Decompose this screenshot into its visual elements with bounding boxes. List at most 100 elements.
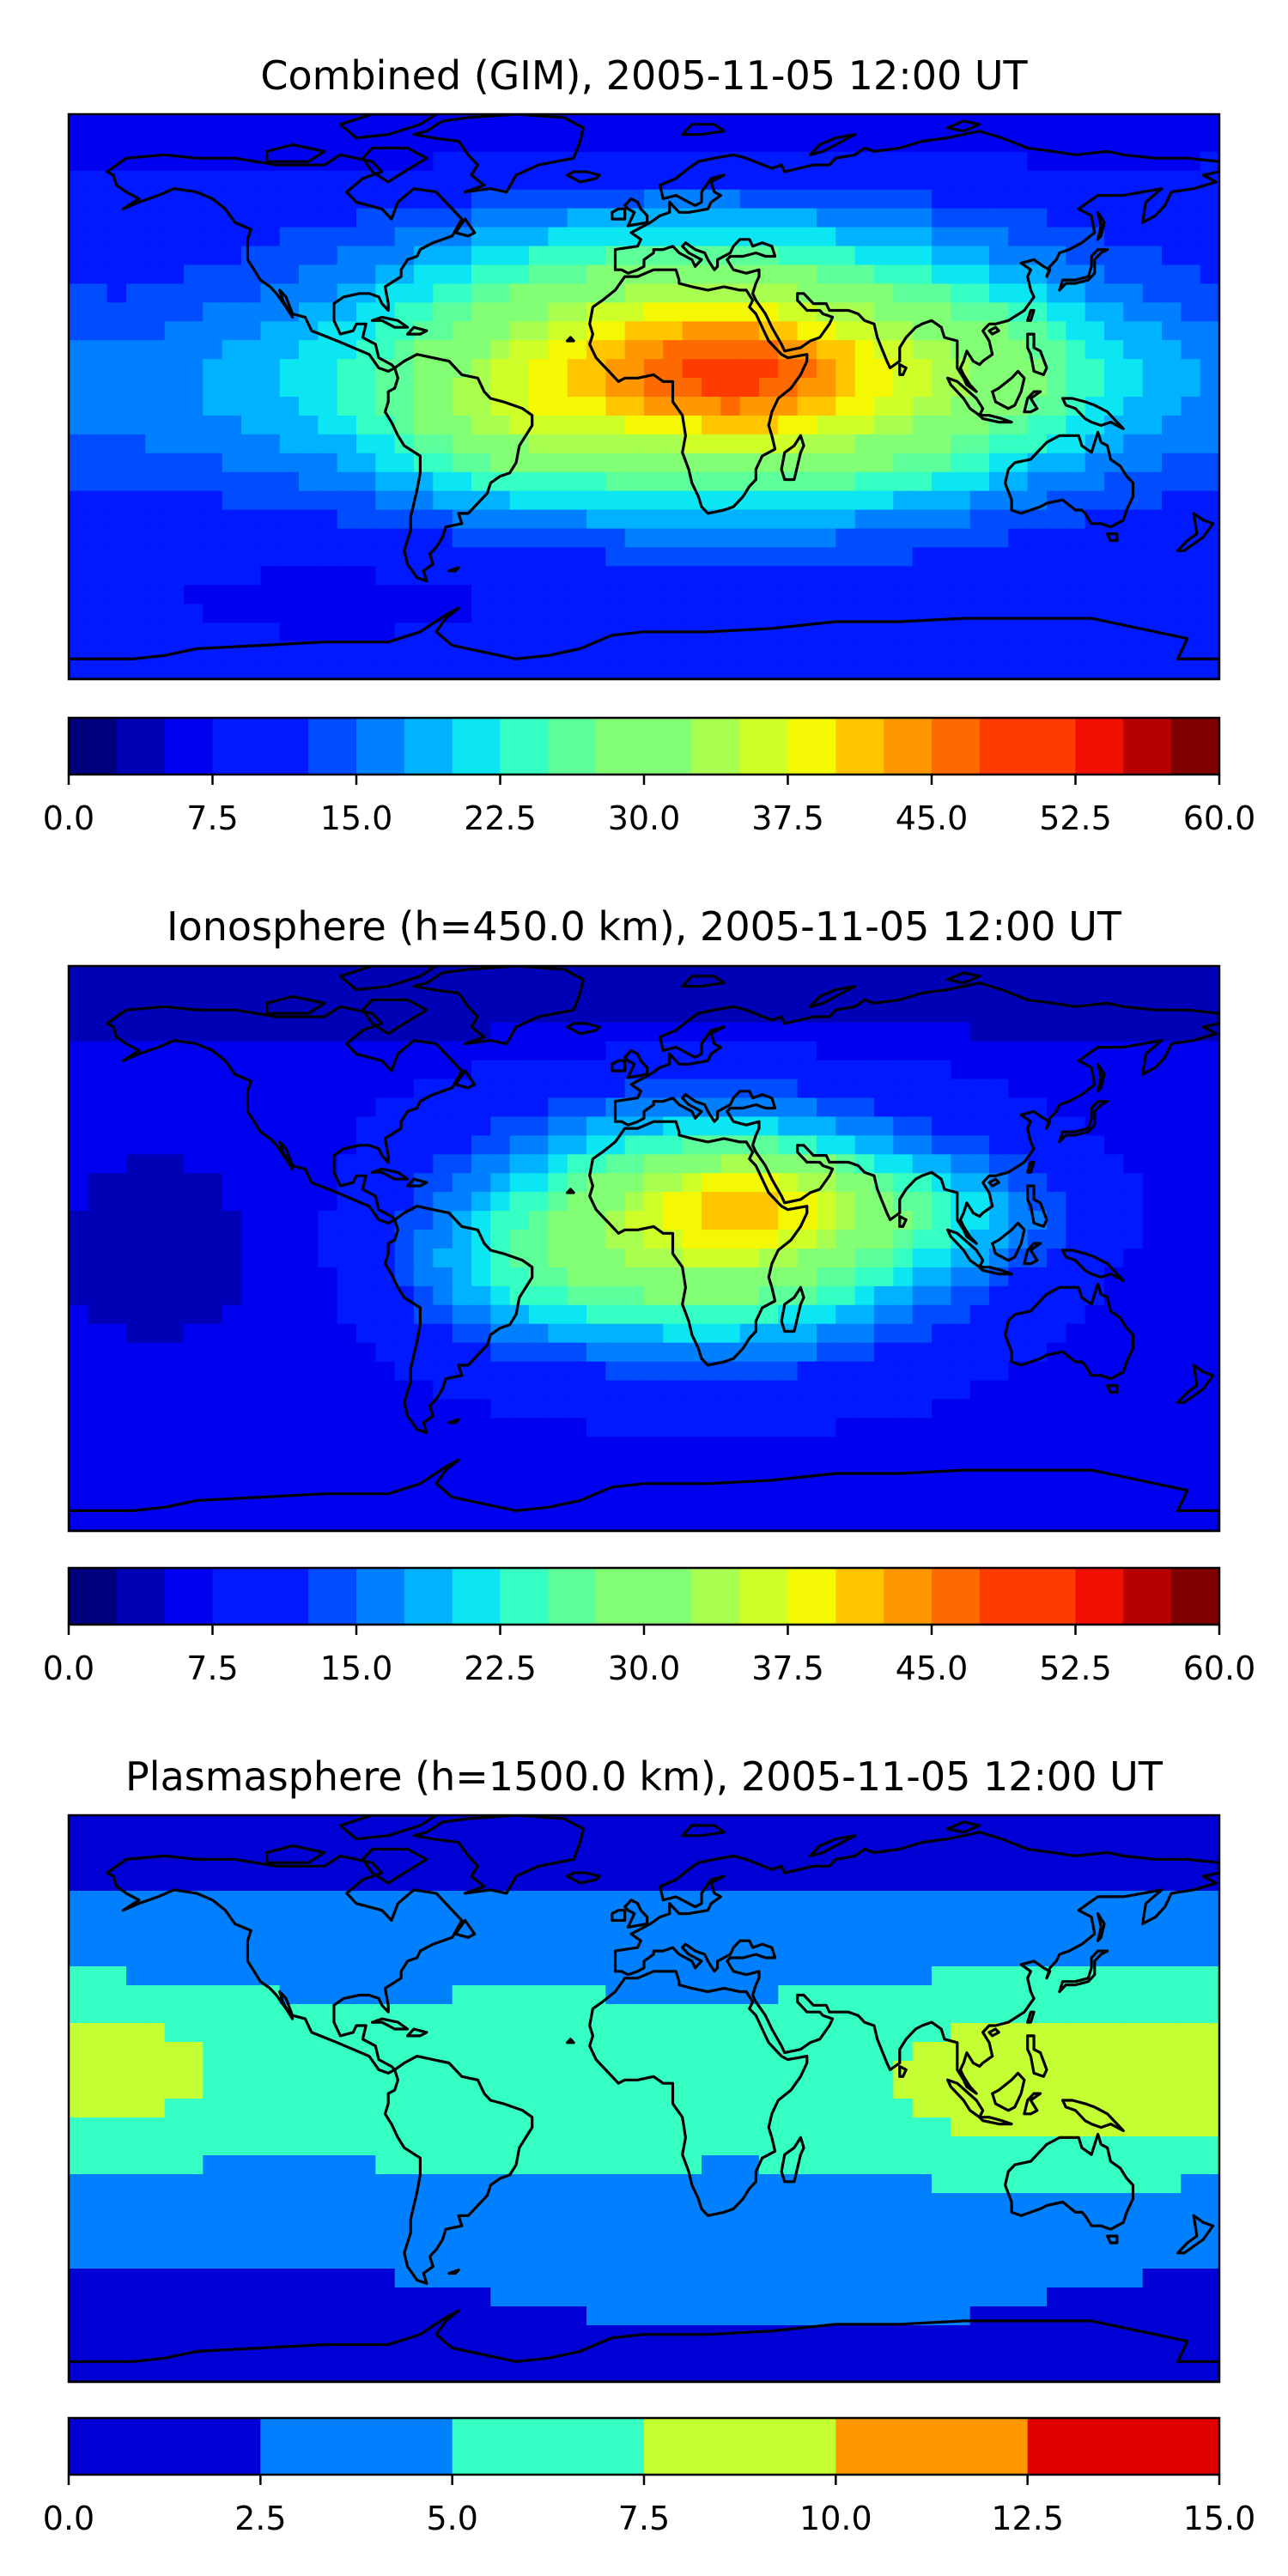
heatmap-cell [835, 2099, 856, 2118]
heatmap-cell [164, 966, 185, 986]
heatmap-cell [932, 2099, 951, 2118]
heatmap-cell [375, 2193, 396, 2213]
heatmap-cell [759, 528, 779, 549]
heatmap-cell [797, 1834, 817, 1854]
heatmap-cell [912, 340, 933, 360]
heatmap-cell [126, 1418, 146, 1437]
heatmap-cell [509, 1853, 530, 1873]
heatmap-cell [471, 359, 491, 379]
heatmap-cell [567, 2023, 587, 2043]
heatmap-cell [318, 1041, 338, 1061]
heatmap-cell [1200, 1493, 1219, 1513]
heatmap-cell [739, 623, 760, 642]
heatmap-cell [471, 453, 491, 473]
heatmap-cell [567, 641, 587, 661]
heatmap-cell [586, 547, 606, 567]
heatmap-cell [854, 2136, 875, 2156]
heatmap-cell [567, 509, 587, 530]
heatmap-cell [299, 1947, 319, 1967]
colorbar-tick-label: 60.0 [1183, 1649, 1256, 1687]
heatmap-cell [414, 453, 434, 473]
heatmap-cell [145, 170, 166, 191]
heatmap-cell [702, 321, 721, 341]
heatmap-cell [720, 1060, 741, 1080]
heatmap-cell [164, 1418, 185, 1437]
heatmap-cell [203, 566, 223, 586]
heatmap-cell [835, 283, 856, 303]
heatmap-cell [222, 151, 242, 172]
heatmap-cell [548, 1966, 568, 1986]
heatmap-cell [797, 397, 817, 416]
heatmap-cell [509, 547, 530, 567]
heatmap-cell [605, 1853, 626, 1873]
heatmap-cell [835, 1154, 856, 1174]
heatmap-cell [88, 1267, 108, 1287]
heatmap-cell [433, 566, 453, 586]
heatmap-cell [471, 1060, 491, 1080]
heatmap-cell [241, 1267, 261, 1287]
heatmap-cell [318, 1135, 338, 1155]
heatmap-cell [759, 1474, 779, 1494]
heatmap-cell [126, 208, 146, 228]
heatmap-cell [932, 1211, 951, 1230]
heatmap-cell [567, 490, 587, 511]
heatmap-cell [912, 1041, 933, 1061]
heatmap-cell [644, 1173, 664, 1193]
heatmap-cell [567, 151, 587, 172]
heatmap-cell [1123, 246, 1144, 266]
heatmap-cell [509, 1437, 530, 1456]
heatmap-cell [759, 1966, 779, 1986]
heatmap-cell [874, 604, 894, 623]
heatmap-cell [797, 1267, 817, 1287]
heatmap-cell [567, 1947, 587, 1967]
heatmap-cell [759, 2061, 779, 2081]
heatmap-cell [1181, 1399, 1201, 1419]
heatmap-cell [164, 2174, 185, 2194]
heatmap-cell [682, 132, 702, 153]
heatmap-cell [817, 1966, 836, 1986]
heatmap-cell [203, 1304, 223, 1325]
heatmap-cell [356, 1304, 376, 1325]
heatmap-cell [989, 509, 1009, 530]
heatmap-cell [1084, 1192, 1105, 1212]
heatmap-cell [452, 397, 472, 416]
heatmap-cell [989, 1493, 1009, 1513]
heatmap-cell [299, 623, 319, 642]
heatmap-cell [69, 453, 88, 473]
heatmap-cell [414, 1154, 434, 1174]
heatmap-cell [586, 1060, 606, 1080]
heatmap-cell [471, 340, 491, 360]
heatmap-cell [433, 2099, 453, 2118]
heatmap-cell [1123, 227, 1144, 247]
heatmap-cell [433, 1947, 453, 1967]
heatmap-cell [720, 1512, 741, 1531]
heatmap-cell [1084, 490, 1105, 511]
heatmap-cell [548, 1910, 568, 1929]
heatmap-cell [69, 2155, 88, 2175]
heatmap-cell [951, 1474, 971, 1494]
heatmap-cell [490, 1230, 511, 1249]
heatmap-cell [912, 170, 933, 191]
heatmap-cell [759, 2136, 779, 2156]
heatmap-cell [1162, 1512, 1182, 1531]
heatmap-cell [720, 434, 741, 454]
heatmap-cell [1027, 604, 1048, 623]
heatmap-cell [605, 2023, 626, 2043]
heatmap-cell [164, 1022, 185, 1042]
heatmap-cell [605, 2099, 626, 2118]
heatmap-cell [874, 528, 894, 549]
heatmap-cell [337, 1285, 357, 1306]
heatmap-cell [932, 585, 951, 605]
heatmap-cell [394, 2099, 415, 2118]
heatmap-cell [490, 623, 511, 642]
heatmap-cell [644, 227, 664, 247]
heatmap-cell [893, 170, 914, 191]
heatmap-cell [356, 1455, 376, 1475]
heatmap-cell [106, 1910, 127, 1929]
heatmap-cell [835, 415, 856, 435]
heatmap-cell [509, 1399, 530, 1419]
heatmap-cell [951, 471, 971, 492]
heatmap-cell [145, 1929, 166, 1948]
heatmap-cell [1162, 2061, 1182, 2081]
heatmap-cell [106, 132, 127, 153]
